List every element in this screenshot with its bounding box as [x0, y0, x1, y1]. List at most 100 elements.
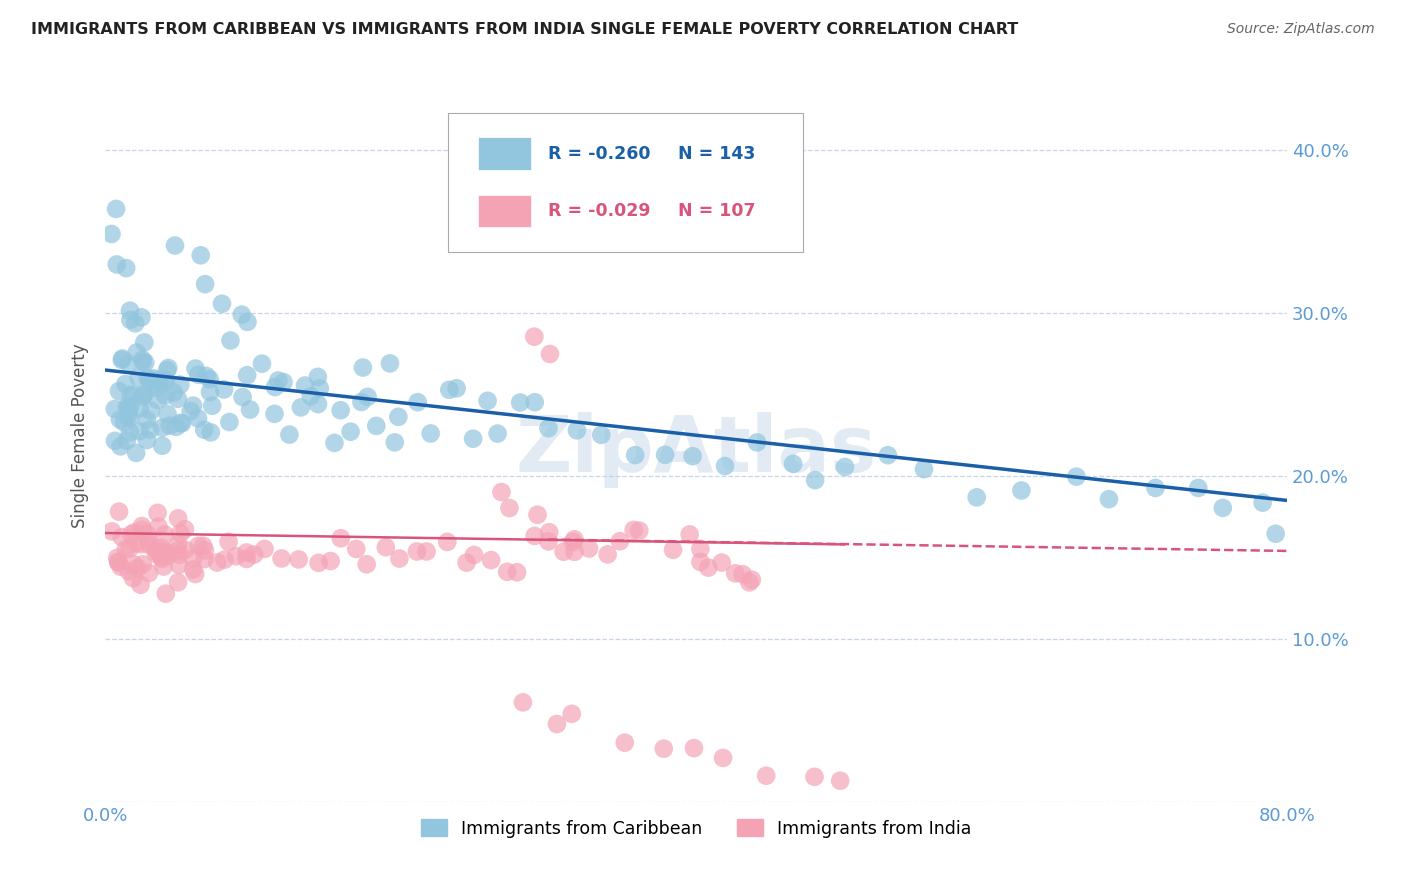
Point: [834, 460, 856, 475]
Point: [131, 523, 153, 537]
Point: [155, 389, 177, 403]
Point: [287, 552, 309, 566]
Text: R = -0.260: R = -0.260: [548, 145, 651, 162]
Point: [235, 545, 257, 559]
Point: [180, 404, 202, 418]
Point: [135, 412, 157, 426]
Point: [150, 439, 173, 453]
Point: [538, 347, 561, 361]
Point: [167, 511, 190, 525]
Point: [498, 501, 520, 516]
Point: [114, 377, 136, 392]
Legend: Immigrants from Caribbean, Immigrants from India: Immigrants from Caribbean, Immigrants fr…: [415, 813, 979, 845]
Bar: [478, 137, 530, 169]
Point: [538, 525, 561, 540]
Point: [486, 426, 509, 441]
Point: [101, 524, 124, 539]
Point: [174, 542, 197, 557]
Point: [153, 373, 176, 387]
Point: [329, 531, 352, 545]
Point: [138, 373, 160, 387]
Point: [184, 567, 207, 582]
Point: [546, 717, 568, 731]
Point: [212, 383, 235, 397]
Point: [263, 407, 285, 421]
Point: [104, 434, 127, 448]
Y-axis label: Single Female Poverty: Single Female Poverty: [72, 343, 89, 527]
Point: [120, 313, 142, 327]
Point: [596, 548, 619, 562]
Point: [214, 552, 236, 566]
Point: [624, 448, 647, 462]
Point: [724, 566, 747, 581]
Point: [104, 401, 127, 416]
Point: [118, 410, 141, 425]
Point: [479, 553, 502, 567]
Point: [131, 519, 153, 533]
Point: [652, 741, 675, 756]
Point: [290, 401, 312, 415]
Point: [1066, 469, 1088, 483]
Point: [115, 400, 138, 414]
Point: [143, 371, 166, 385]
Point: [124, 525, 146, 540]
Point: [131, 355, 153, 369]
Point: [243, 548, 266, 562]
Point: [356, 558, 378, 572]
Point: [231, 308, 253, 322]
Point: [145, 541, 167, 556]
Point: [198, 385, 221, 400]
Point: [356, 390, 378, 404]
Point: [561, 706, 583, 721]
Point: [107, 555, 129, 569]
Point: [167, 548, 190, 562]
Point: [366, 418, 388, 433]
Point: [153, 527, 176, 541]
Point: [111, 530, 134, 544]
Point: [118, 401, 141, 415]
Point: [146, 373, 169, 387]
Point: [118, 541, 141, 556]
Point: [193, 423, 215, 437]
Point: [689, 541, 711, 556]
Point: [131, 310, 153, 325]
Point: [299, 389, 322, 403]
Point: [682, 449, 704, 463]
Point: [1212, 500, 1234, 515]
Point: [1144, 481, 1167, 495]
Point: [155, 587, 177, 601]
Point: [150, 541, 173, 555]
Point: [146, 506, 169, 520]
Point: [253, 541, 276, 556]
Point: [136, 371, 159, 385]
Point: [118, 303, 141, 318]
Point: [111, 353, 134, 368]
Point: [512, 695, 534, 709]
Point: [564, 545, 586, 559]
Point: [100, 227, 122, 241]
Point: [132, 387, 155, 401]
Point: [804, 473, 827, 487]
Point: [591, 428, 613, 442]
Text: Source: ZipAtlas.com: Source: ZipAtlas.com: [1227, 22, 1375, 37]
Point: [166, 392, 188, 406]
Point: [741, 573, 763, 587]
Point: [578, 541, 600, 556]
Point: [561, 535, 583, 549]
Point: [654, 448, 676, 462]
Point: [138, 538, 160, 552]
FancyBboxPatch shape: [449, 112, 803, 252]
Point: [876, 448, 898, 462]
Point: [105, 257, 128, 271]
Text: N = 143: N = 143: [679, 145, 756, 162]
Point: [236, 368, 259, 383]
Point: [150, 551, 173, 566]
Point: [120, 388, 142, 402]
Point: [127, 561, 149, 575]
Point: [187, 411, 209, 425]
Point: [477, 393, 499, 408]
Point: [1098, 492, 1121, 507]
Point: [613, 736, 636, 750]
Point: [134, 335, 156, 350]
Point: [117, 409, 139, 424]
